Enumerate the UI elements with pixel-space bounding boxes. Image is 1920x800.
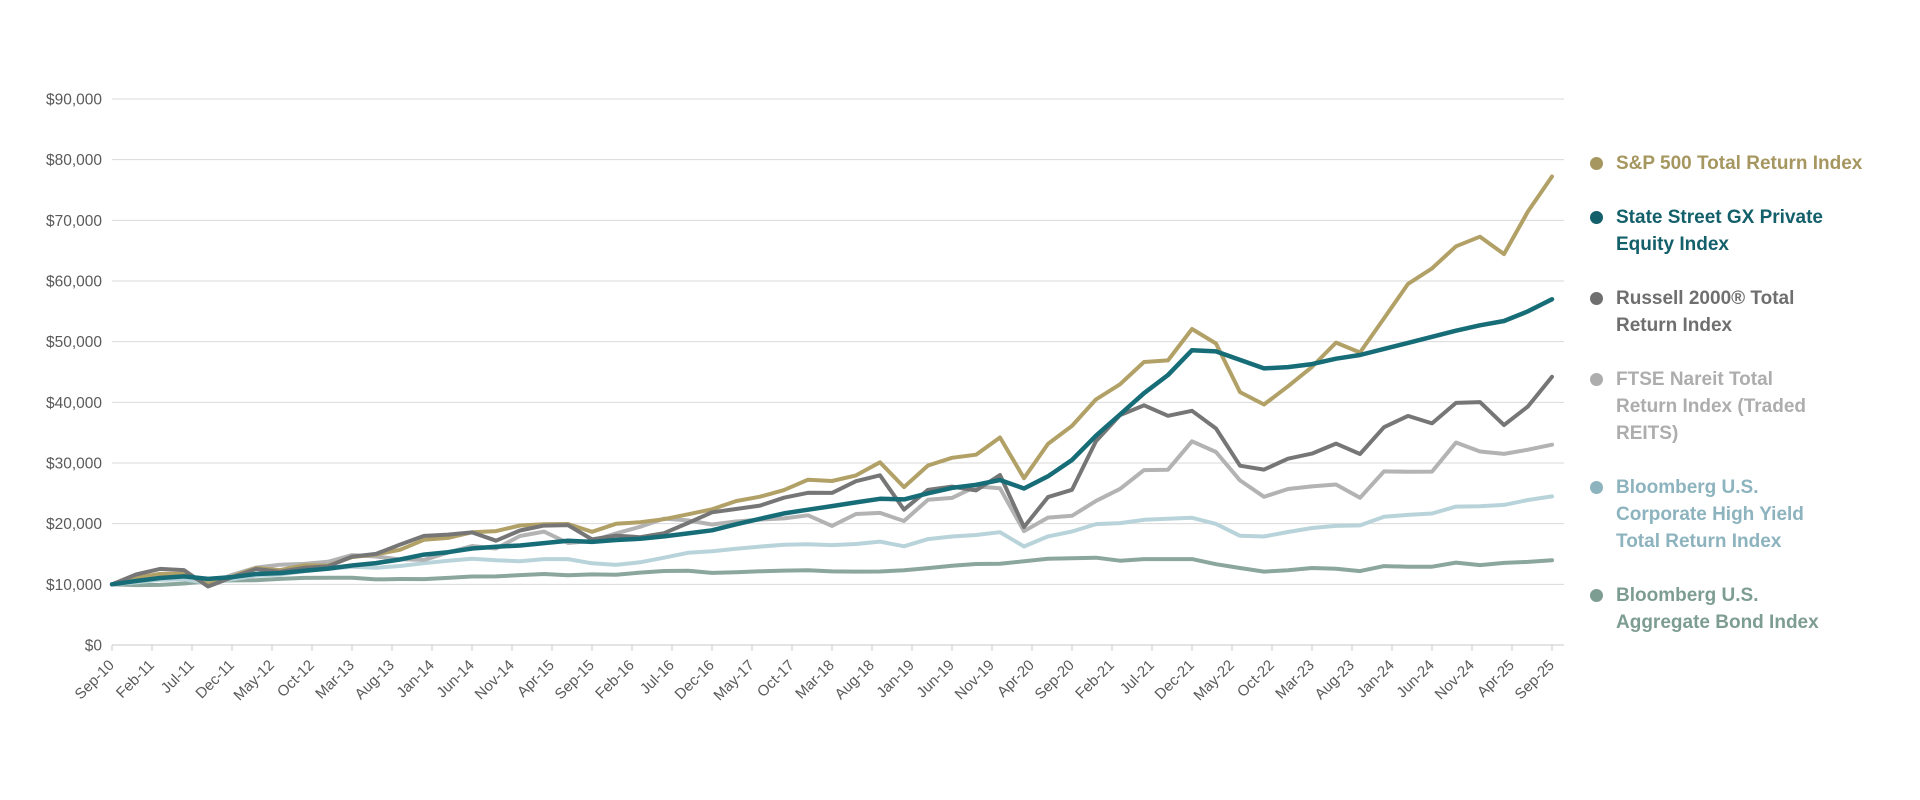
x-axis-tick-label: Mar-18: [792, 657, 838, 703]
x-axis-tick-label: Apr-25: [1474, 657, 1518, 701]
legend-item-state-street-gx-private-equity-index: State Street GX Private Equity Index: [1590, 204, 1906, 258]
legend-label-line: Aggregate Bond Index: [1616, 612, 1819, 633]
x-axis-tick-label: Aug-18: [832, 657, 878, 703]
legend-item-ftse-nareit-total-return-index-traded-re: FTSE Nareit Total Return Index (Traded REI…: [1590, 366, 1906, 447]
legend-item-russell-2000-total-return-index: Russell 2000® Total Return Index: [1590, 285, 1906, 339]
y-axis-tick-label: $70,000: [46, 213, 102, 230]
x-axis-tick-label: Apr-20: [994, 657, 1038, 701]
legend-label-line: Return Index (Traded: [1616, 396, 1807, 417]
legend-label-line: Equity Index: [1616, 234, 1729, 255]
legend-label: FTSE Nareit Total Return Index (Traded REI…: [1616, 366, 1896, 447]
x-axis-tick-label: Sep-10: [72, 657, 118, 703]
legend-bullet-icon: [1590, 589, 1603, 602]
x-axis-tick-label: Oct-17: [754, 657, 798, 701]
x-axis-tick-label: Feb-21: [1072, 657, 1118, 703]
y-axis-tick-label: $0: [85, 638, 103, 655]
x-axis-tick-label: Mar-23: [1272, 657, 1318, 703]
y-axis-tick-label: $90,000: [46, 92, 102, 109]
x-axis-tick-label: Feb-16: [592, 657, 638, 703]
legend-label-line: Total Return Index: [1616, 531, 1782, 552]
legend-item-bloomberg-u-s-aggregate-bond-index: Bloomberg U.S. Aggregate Bond Index: [1590, 582, 1906, 636]
x-axis-tick-label: Nov-19: [952, 657, 998, 703]
legend-label: Russell 2000® Total Return Index: [1616, 285, 1896, 339]
legend-bullet-icon: [1590, 373, 1603, 386]
x-axis-tick-label: Nov-24: [1432, 657, 1478, 703]
x-axis-tick-label: Jan-14: [393, 657, 437, 701]
y-axis-tick-label: $10,000: [46, 577, 102, 594]
legend-bullet-icon: [1590, 157, 1603, 170]
legend-label-line: REITS): [1616, 423, 1679, 444]
series-line-russell-2000-total-return-index: [110, 374, 1554, 589]
x-axis-tick-label: Sep-15: [552, 657, 598, 703]
x-axis-tick-label: Feb-11: [113, 657, 158, 702]
x-axis-tick-label: Jun-14: [433, 657, 477, 701]
legend-label: State Street GX Private Equity Index: [1616, 204, 1896, 258]
x-axis-tick-label: Oct-22: [1234, 657, 1278, 701]
y-axis-tick-label: $60,000: [46, 274, 102, 291]
legend-bullet-icon: [1590, 211, 1603, 224]
x-axis-tick-label: Apr-15: [514, 657, 558, 701]
x-axis-tick-label: Dec-11: [192, 657, 237, 702]
legend-item-s-p-500-total-return-index: S&P 500 Total Return Index: [1590, 150, 1906, 177]
x-axis-tick-label: Jun-24: [1393, 657, 1437, 701]
x-axis-tick-label: May-22: [1190, 657, 1237, 704]
legend-label: Bloomberg U.S. Aggregate Bond Index: [1616, 582, 1896, 636]
x-axis-tick-label: Aug-23: [1312, 657, 1358, 703]
legend-label-line: Corporate High Yield: [1616, 504, 1804, 525]
y-axis-tick-label: $20,000: [46, 516, 102, 533]
x-axis-tick-label: Aug-13: [352, 657, 398, 703]
x-axis-tick-label: Dec-16: [672, 657, 718, 703]
x-axis-tick-label: Jan-24: [1353, 657, 1397, 701]
legend-bullet-icon: [1590, 292, 1603, 305]
x-axis-tick-label: May-12: [230, 657, 277, 704]
legend-label-line: S&P 500 Total Return Index: [1616, 153, 1863, 174]
x-axis-tick-label: Sep-20: [1032, 657, 1078, 703]
x-axis-tick-label: Mar-13: [312, 657, 358, 703]
legend-label-line: Bloomberg U.S.: [1616, 585, 1759, 606]
legend-label-line: Bloomberg U.S.: [1616, 477, 1759, 498]
x-axis-tick-label: Oct-12: [274, 657, 318, 701]
legend-label-line: Return Index: [1616, 315, 1733, 336]
x-axis-tick-label: May-17: [710, 657, 757, 704]
y-axis-tick-label: $50,000: [46, 334, 102, 351]
x-axis-tick-label: Jan-19: [873, 657, 917, 701]
series-line-bloomberg-u-s-aggregate-bond-index: [110, 555, 1554, 588]
series-line-s-p-500-total-return-index: [110, 174, 1554, 587]
legend-bullet-icon: [1590, 481, 1603, 494]
x-axis-tick-label: Sep-25: [1512, 657, 1558, 703]
legend-label: S&P 500 Total Return Index: [1616, 150, 1896, 177]
y-axis-tick-label: $40,000: [46, 395, 102, 412]
legend-label-line: FTSE Nareit Total: [1616, 369, 1773, 390]
y-axis-tick-label: $80,000: [46, 152, 102, 169]
legend-label-line: Russell 2000® Total: [1616, 288, 1795, 309]
legend-item-bloomberg-u-s-corporate-high-yield-total: Bloomberg U.S. Corporate High Yield Total …: [1590, 474, 1906, 555]
legend-label-line: State Street GX Private: [1616, 207, 1823, 228]
chart-legend: S&P 500 Total Return Index State Street G…: [1590, 150, 1906, 663]
x-axis-tick-label: Nov-14: [472, 657, 518, 703]
x-axis-tick-label: Dec-21: [1152, 657, 1198, 703]
y-axis-tick-label: $30,000: [46, 456, 102, 473]
legend-label: Bloomberg U.S. Corporate High Yield Total …: [1616, 474, 1896, 555]
series-line-state-street-gx-private-equity-index: [109, 296, 1555, 587]
x-axis-tick-label: Jun-19: [913, 657, 957, 701]
